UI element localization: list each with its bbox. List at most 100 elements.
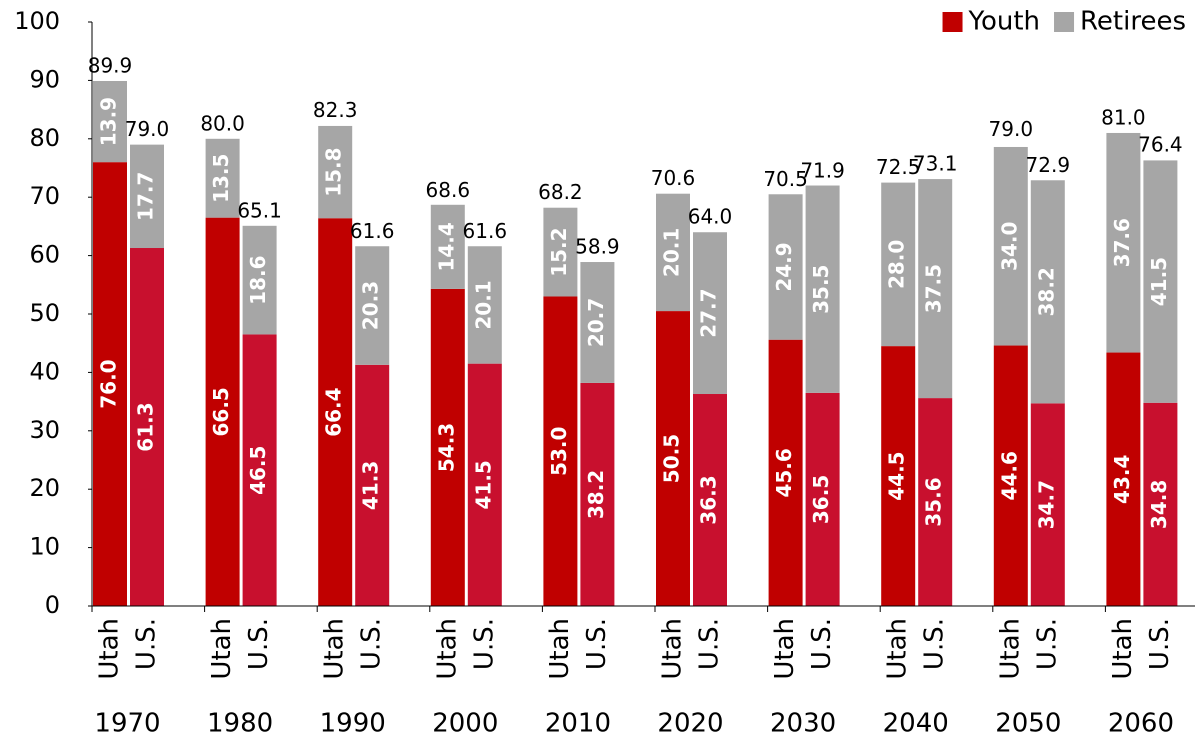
segment-label: 20.3 — [359, 281, 383, 330]
bar-segment — [205, 138, 240, 218]
total-label: 79.0 — [125, 117, 170, 141]
x-tick-label: Utah — [95, 618, 125, 680]
bar-segment — [467, 363, 502, 606]
bar-segment — [693, 232, 727, 395]
bar-segment — [656, 193, 690, 312]
group-label: 1990 — [320, 709, 386, 739]
segment-label: 28.0 — [885, 240, 909, 289]
segment-label: 13.5 — [209, 154, 233, 203]
bar-segment — [918, 398, 953, 606]
bar-segment — [918, 179, 953, 399]
bar-segment — [1030, 180, 1065, 404]
x-tick-label: U.S. — [357, 618, 387, 670]
x-tick-label: U.S. — [807, 618, 837, 670]
total-label: 76.4 — [1138, 132, 1183, 156]
x-tick-label: U.S. — [582, 618, 612, 670]
y-tick-label: 0 — [45, 591, 60, 619]
bar-segment — [1030, 403, 1065, 606]
y-tick-label: 70 — [29, 182, 60, 210]
x-tick-label: Utah — [883, 618, 913, 680]
total-label: 70.5 — [763, 167, 808, 191]
group-label: 2060 — [1108, 709, 1174, 739]
x-tick-label: U.S. — [1032, 618, 1062, 670]
y-tick-label: 40 — [29, 357, 60, 385]
bar-segment — [130, 144, 164, 249]
bar-segment — [130, 248, 164, 606]
bar-segment — [805, 185, 840, 393]
x-tick-label: Utah — [658, 618, 688, 680]
segment-label: 37.6 — [1110, 218, 1134, 267]
segment-label: 38.2 — [584, 470, 608, 519]
x-tick-label: Utah — [545, 618, 575, 680]
segment-label: 20.1 — [660, 228, 684, 277]
y-tick-label: 80 — [29, 124, 60, 152]
bar-segment — [768, 194, 803, 340]
segment-label: 24.9 — [772, 242, 796, 291]
segment-label: 53.0 — [547, 427, 571, 476]
segment-label: 66.5 — [209, 387, 233, 436]
segment-label: 46.5 — [246, 446, 270, 495]
x-tick-label: U.S. — [469, 618, 499, 670]
x-tick-label: U.S. — [1145, 618, 1175, 670]
segment-label: 66.4 — [322, 387, 346, 436]
y-tick-label: 20 — [29, 474, 60, 502]
group-label: 2050 — [995, 709, 1061, 739]
total-label: 79.0 — [989, 117, 1034, 141]
segment-label: 41.5 — [1147, 257, 1171, 306]
total-label: 61.6 — [350, 219, 395, 243]
y-tick-label: 60 — [29, 241, 60, 269]
segment-label: 14.4 — [434, 222, 458, 271]
segment-label: 18.6 — [246, 255, 270, 304]
segment-label: 41.3 — [359, 461, 383, 510]
group-label: 2030 — [770, 709, 836, 739]
segment-label: 38.2 — [1034, 267, 1058, 316]
bar-segment — [805, 392, 840, 606]
bar-segment — [768, 339, 803, 606]
bar-segment — [543, 207, 578, 297]
x-tick-label: Utah — [207, 618, 237, 680]
bar-segment — [355, 246, 390, 365]
bar-segment — [1106, 132, 1141, 353]
bar-segment — [1143, 160, 1178, 403]
bar-segment — [318, 125, 353, 219]
x-tick-label: Utah — [1108, 618, 1138, 680]
total-label: 68.6 — [426, 178, 471, 202]
x-tick-label: U.S. — [244, 618, 274, 670]
bar-segment — [881, 346, 916, 606]
bar-segment — [993, 146, 1028, 346]
bar-segment — [1143, 402, 1178, 606]
bar-segment — [430, 204, 465, 289]
x-tick-label: Utah — [995, 618, 1025, 680]
x-tick-label: U.S. — [920, 618, 950, 670]
segment-label: 44.5 — [885, 451, 909, 500]
total-label: 58.9 — [575, 235, 620, 259]
segment-label: 34.8 — [1147, 480, 1171, 529]
bar-segment — [580, 382, 615, 606]
group-label: 1980 — [207, 709, 273, 739]
segment-label: 13.9 — [97, 97, 121, 146]
bar-segment — [1106, 352, 1141, 606]
segment-label: 15.2 — [547, 227, 571, 276]
total-label: 71.9 — [800, 159, 845, 183]
bar-segment — [993, 345, 1028, 606]
segment-label: 20.7 — [584, 298, 608, 347]
segment-label: 37.5 — [922, 264, 946, 313]
bar-segment — [355, 364, 390, 606]
bar-segment — [93, 162, 127, 606]
bar-segment — [430, 288, 465, 606]
y-tick-label: 50 — [29, 299, 60, 327]
total-label: 61.6 — [463, 219, 508, 243]
bar-segment — [242, 225, 277, 335]
group-label: 2010 — [545, 709, 611, 739]
y-tick-label: 90 — [29, 65, 60, 93]
segment-label: 17.7 — [134, 172, 158, 221]
legend-swatch — [942, 12, 963, 32]
bar-segment — [881, 182, 916, 347]
segment-label: 44.6 — [997, 451, 1021, 500]
legend-swatch — [1054, 12, 1075, 32]
total-label: 80.0 — [200, 111, 245, 135]
bar-segment — [543, 296, 578, 606]
total-label: 81.0 — [1101, 105, 1146, 129]
segment-label: 20.1 — [471, 280, 495, 329]
